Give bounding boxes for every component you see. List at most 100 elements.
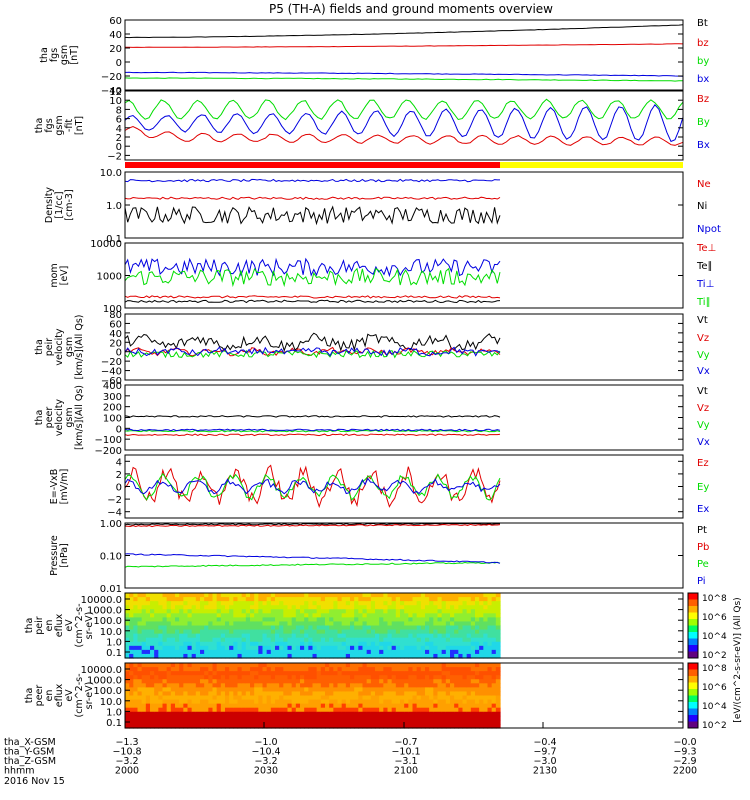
y-tick-label: 0.1 [106,648,122,659]
heatmap-cell [154,609,159,614]
heatmap-cell [145,691,151,697]
heatmap-cell [387,675,393,680]
heatmap-cell [366,597,372,602]
y-axis-label-line: [eV] [59,266,70,286]
heatmap-cell [245,625,251,631]
heatmap-cell [125,723,130,729]
heatmap-cell [312,671,318,676]
heatmap-cell [250,617,255,623]
heatmap-cell [408,699,414,705]
heatmap-cell [325,707,330,713]
heatmap-cell [395,629,401,635]
heatmap-cell [154,695,159,701]
heatmap-cell [458,653,464,659]
heatmap-cell [175,715,180,721]
heatmap-cell [229,715,234,721]
heatmap-cell [420,663,426,668]
heatmap-cell [279,675,284,680]
heatmap-cell [491,679,497,684]
heatmap-cell [341,675,347,680]
heatmap-cell [150,601,155,606]
heatmap-cell [254,629,259,635]
heatmap-cell [458,633,464,639]
heatmap-cell [475,691,480,697]
heatmap-cell [250,663,255,668]
heatmap-cell [158,695,164,701]
heatmap-cell [458,691,464,697]
heatmap-cell [270,649,276,655]
heatmap-cell [304,695,309,701]
heatmap-cell [383,597,389,602]
heatmap-cell [245,675,251,680]
heatmap-cell [450,723,455,729]
y-tick-label: −2 [107,495,122,506]
heatmap-cell [175,683,180,688]
heatmap-cell [191,663,197,668]
heatmap-cell [158,691,164,697]
heatmap-cell [166,683,172,688]
heatmap-cell [241,683,247,688]
heatmap-cell [358,641,364,647]
heatmap-cell [395,605,401,610]
heatmap-cell [320,723,326,729]
heatmap-cell [212,699,218,705]
heatmap-cell [133,667,139,672]
heatmap-cell [408,703,414,709]
heatmap-cell [262,711,268,717]
heatmap-cell [450,645,455,651]
x-axis-value: 2100 [394,766,418,777]
heatmap-cell [312,633,318,639]
heatmap-cell [462,609,468,614]
heatmap-cell [295,613,301,618]
heatmap-cell [475,663,480,668]
heatmap-cell [387,609,393,614]
heatmap-cell [475,671,480,676]
heatmap-cell [204,699,209,705]
heatmap-cell [187,707,193,713]
y-axis-label-line: fgs [49,48,60,62]
heatmap-cell [200,653,205,659]
heatmap-cell [212,633,218,639]
heatmap-cell [283,663,289,668]
heatmap-cell [162,699,168,705]
heatmap-cell [275,597,280,602]
heatmap-cell [462,645,468,651]
heatmap-cell [487,633,493,639]
heatmap-cell [187,593,193,598]
heatmap-cell [187,703,193,709]
heatmap-cell [254,625,259,631]
heatmap-cell [183,675,189,680]
heatmap-cell [258,719,264,725]
heatmap-cell [470,671,476,676]
heatmap-cell [212,653,218,659]
heatmap-cell [329,695,334,701]
heatmap-cell [491,625,497,631]
heatmap-cell [358,687,364,693]
heatmap-cell [433,683,439,688]
heatmap-cell [450,691,455,697]
heatmap-cell [283,691,289,697]
heatmap-cell [187,653,193,659]
heatmap-cell [479,609,484,614]
heatmap-cell [366,719,372,725]
heatmap-cell [262,613,268,618]
heatmap-cell [425,667,430,672]
heatmap-cell [445,691,451,697]
heatmap-cell [345,629,351,635]
heatmap-cell [466,703,472,709]
heatmap-cell [370,629,376,635]
heatmap-cell [283,707,289,713]
heatmap-cell [408,649,414,655]
heatmap-cell [395,691,401,697]
heatmap-cell [479,691,484,697]
heatmap-cell [158,683,164,688]
heatmap-cell [400,625,405,631]
heatmap-cell [408,663,414,668]
heatmap-cell [212,683,218,688]
heatmap-cell [337,691,343,697]
heatmap-cell [387,667,393,672]
heatmap-cell [304,633,309,639]
heatmap-cell [329,645,334,651]
heatmap-cell [487,637,493,643]
heatmap-cell [183,683,189,688]
